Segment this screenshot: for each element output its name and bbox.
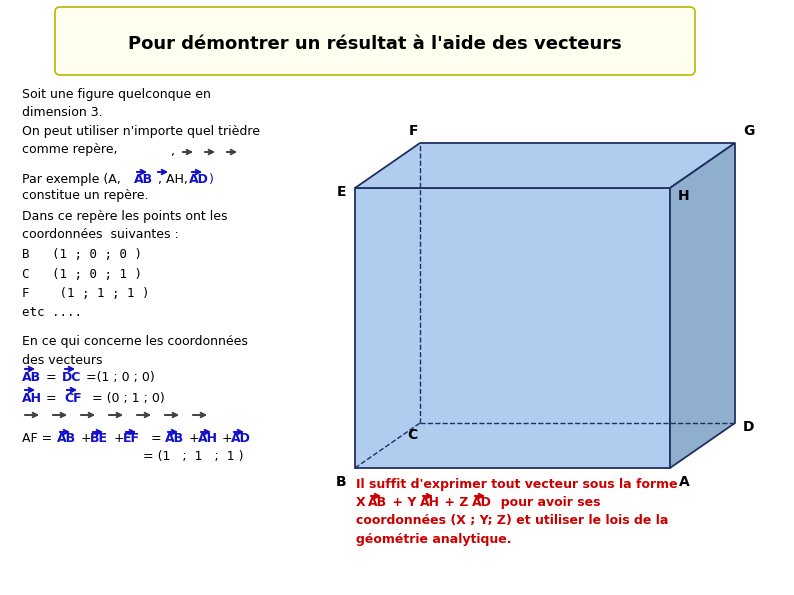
Text: + Y: + Y (388, 496, 421, 509)
Text: Dans ce repère les points ont les
coordonnées  suivantes :: Dans ce repère les points ont les coordo… (22, 210, 228, 242)
FancyBboxPatch shape (55, 7, 695, 75)
Text: ,: , (171, 145, 175, 158)
Text: BE: BE (90, 432, 108, 445)
Text: D: D (743, 420, 755, 434)
Text: H: H (678, 189, 690, 203)
Text: CF: CF (64, 392, 82, 405)
Text: +: + (218, 432, 233, 445)
Text: AB: AB (22, 371, 41, 384)
Text: AF =: AF = (22, 432, 56, 445)
Text: =: = (143, 432, 166, 445)
Text: , AH,: , AH, (154, 173, 188, 186)
Text: C: C (407, 428, 417, 442)
Text: X: X (356, 496, 370, 509)
Text: Il suffit d'exprimer tout vecteur sous la forme: Il suffit d'exprimer tout vecteur sous l… (356, 478, 677, 491)
Text: AB: AB (165, 432, 184, 445)
Text: AB: AB (134, 173, 153, 186)
Text: coordonnées (X ; Y; Z) et utiliser le lois de la
géométrie analytique.: coordonnées (X ; Y; Z) et utiliser le lo… (356, 514, 669, 546)
Text: +: + (110, 432, 125, 445)
Text: constitue un repère.: constitue un repère. (22, 189, 148, 202)
Text: =: = (42, 371, 60, 384)
Polygon shape (355, 188, 670, 468)
Text: Pour démontrer un résultat à l'aide des vecteurs: Pour démontrer un résultat à l'aide des … (128, 35, 622, 53)
Text: +: + (185, 432, 199, 445)
Text: B: B (336, 475, 346, 489)
Text: AH: AH (22, 392, 42, 405)
Text: ): ) (209, 173, 214, 186)
Text: AB: AB (57, 432, 76, 445)
Text: AB: AB (368, 496, 387, 509)
Text: En ce qui concerne les coordonnées
des vecteurs: En ce qui concerne les coordonnées des v… (22, 335, 248, 367)
Text: DC: DC (62, 371, 81, 384)
Text: =: = (42, 392, 60, 405)
Text: B   (1 ; 0 ; 0 )
C   (1 ; 0 ; 1 )
F    (1 ; 1 ; 1 )
etc ....: B (1 ; 0 ; 0 ) C (1 ; 0 ; 1 ) F (1 ; 1 ;… (22, 248, 149, 320)
Polygon shape (670, 143, 735, 468)
Text: = (1   ;  1   ;  1 ): = (1 ; 1 ; 1 ) (143, 450, 244, 463)
Text: EF: EF (123, 432, 140, 445)
Text: G: G (743, 124, 754, 138)
Polygon shape (355, 143, 735, 188)
Text: pour avoir ses: pour avoir ses (492, 496, 600, 509)
Text: A: A (679, 475, 689, 489)
Text: AD: AD (189, 173, 209, 186)
Text: E: E (336, 185, 345, 199)
Text: Par exemple (A,: Par exemple (A, (22, 173, 121, 186)
Text: F: F (409, 124, 418, 138)
Text: AH: AH (420, 496, 440, 509)
Text: AH: AH (198, 432, 218, 445)
Text: Soit une figure quelconque en
dimension 3.
On peut utiliser n'importe quel trièd: Soit une figure quelconque en dimension … (22, 88, 260, 156)
Text: +: + (77, 432, 91, 445)
Text: =(1 ; 0 ; 0): =(1 ; 0 ; 0) (82, 371, 155, 384)
Text: AD: AD (472, 496, 491, 509)
Text: = (0 ; 1 ; 0): = (0 ; 1 ; 0) (84, 392, 164, 405)
Text: + Z: + Z (440, 496, 473, 509)
Text: AD: AD (231, 432, 251, 445)
